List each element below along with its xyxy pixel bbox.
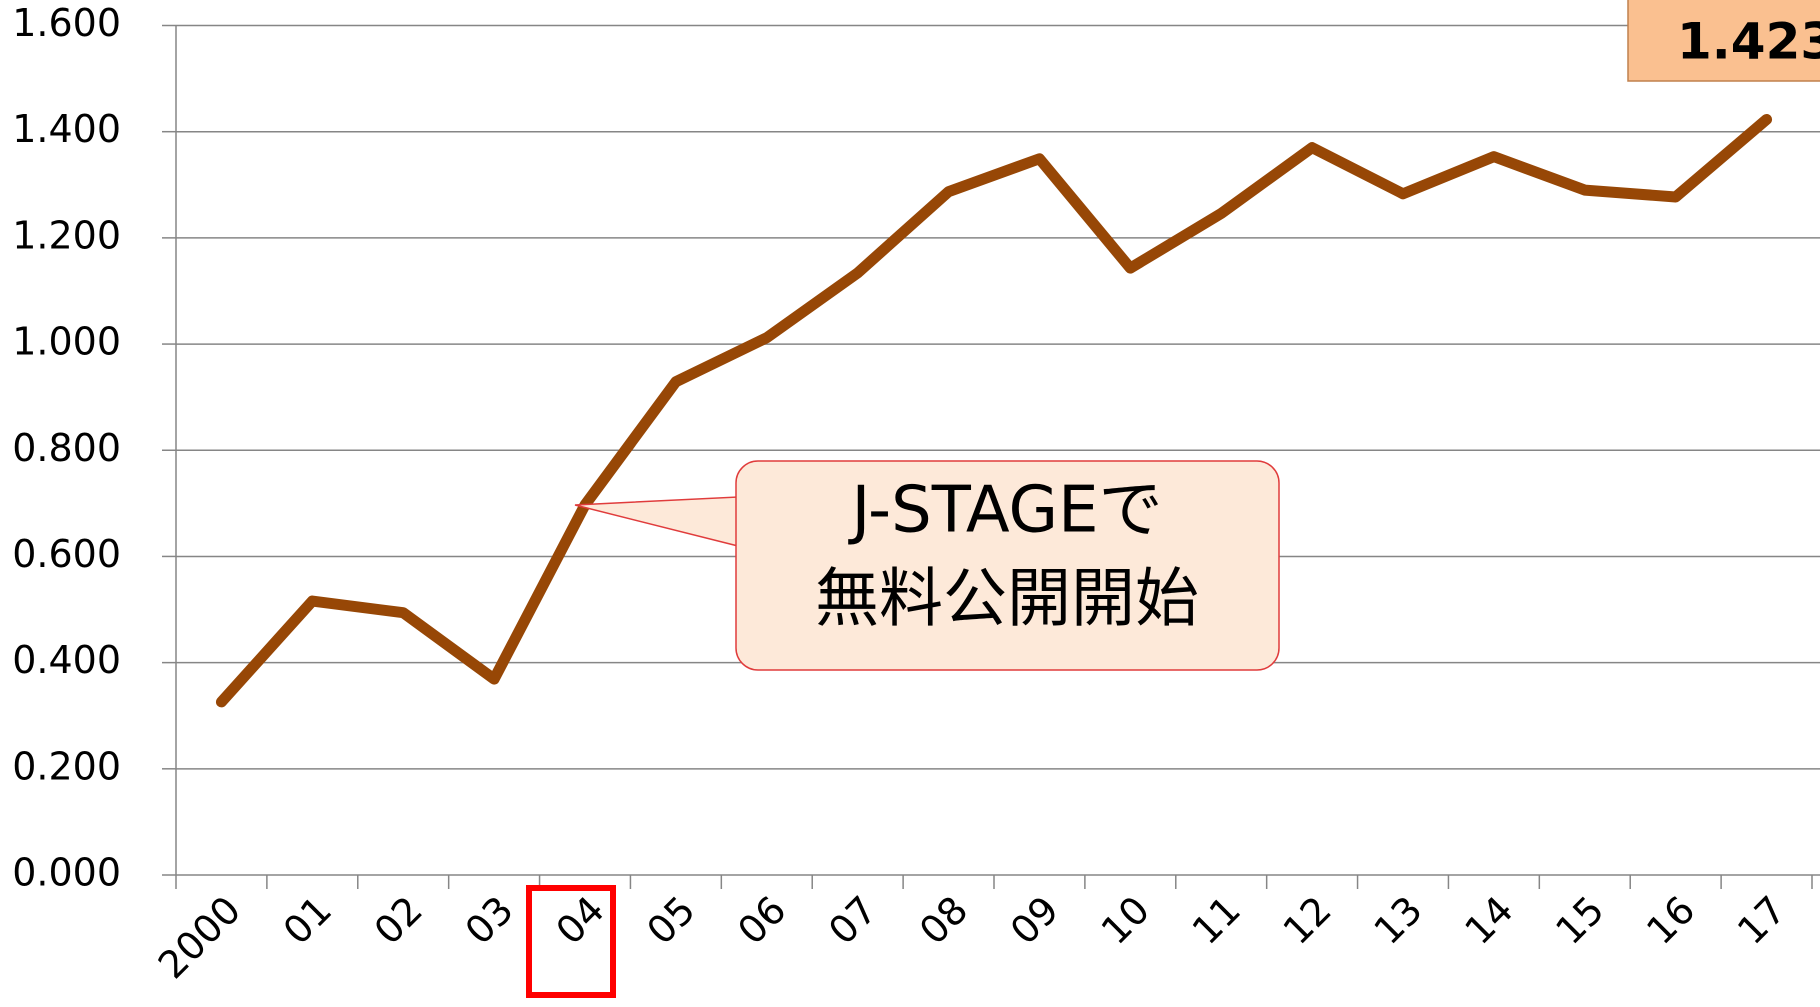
x-tick-label: 17 — [1729, 888, 1794, 953]
callout-joint — [737, 490, 741, 550]
x-tick-label: 11 — [1184, 888, 1249, 953]
x-tick-label: 16 — [1638, 888, 1703, 953]
y-tick-label: 1.400 — [12, 107, 121, 151]
callout-pointer — [574, 496, 739, 547]
line — [215, 113, 1773, 708]
y-tick-label: 0.000 — [12, 851, 121, 895]
x-tick-label: 09 — [1002, 888, 1067, 953]
y-tick-label: 1.600 — [12, 1, 121, 45]
x-tick-label: 01 — [275, 888, 340, 953]
x-tick-label: 05 — [638, 888, 703, 953]
annotation-line: J-STAGEで — [847, 474, 1162, 548]
x-tick-label: 03 — [457, 888, 522, 953]
x-tick-label: 02 — [366, 888, 431, 953]
x-tick-label: 04 — [547, 888, 612, 953]
x-tick-label: 07 — [820, 888, 885, 953]
highlight-box — [526, 885, 616, 998]
x-tick-label: 08 — [911, 888, 976, 953]
x-tick-label: 15 — [1547, 888, 1612, 953]
y-tick-label: 0.200 — [12, 744, 121, 788]
x-tick-label: 06 — [729, 888, 794, 953]
y-tick-label: 1.200 — [12, 213, 121, 257]
value-label: 1.423 — [1677, 13, 1820, 71]
x-tick-label: 12 — [1275, 888, 1340, 953]
y-tick-label: 0.400 — [12, 638, 121, 682]
y-tick-label: 0.600 — [12, 532, 121, 576]
y-tick-label: 0.800 — [12, 426, 121, 470]
x-tick-label: 2000 — [150, 888, 250, 988]
series — [215, 113, 1773, 708]
y-tick-label: 1.000 — [12, 320, 121, 364]
annotation-line: 無料公開開始 — [815, 563, 1199, 637]
callout — [735, 460, 1280, 671]
x-tick-label: 14 — [1456, 888, 1521, 953]
value-label-box — [1627, 0, 1820, 82]
x-tick-label: 13 — [1365, 888, 1430, 953]
x-tick-label: 10 — [1093, 888, 1158, 953]
